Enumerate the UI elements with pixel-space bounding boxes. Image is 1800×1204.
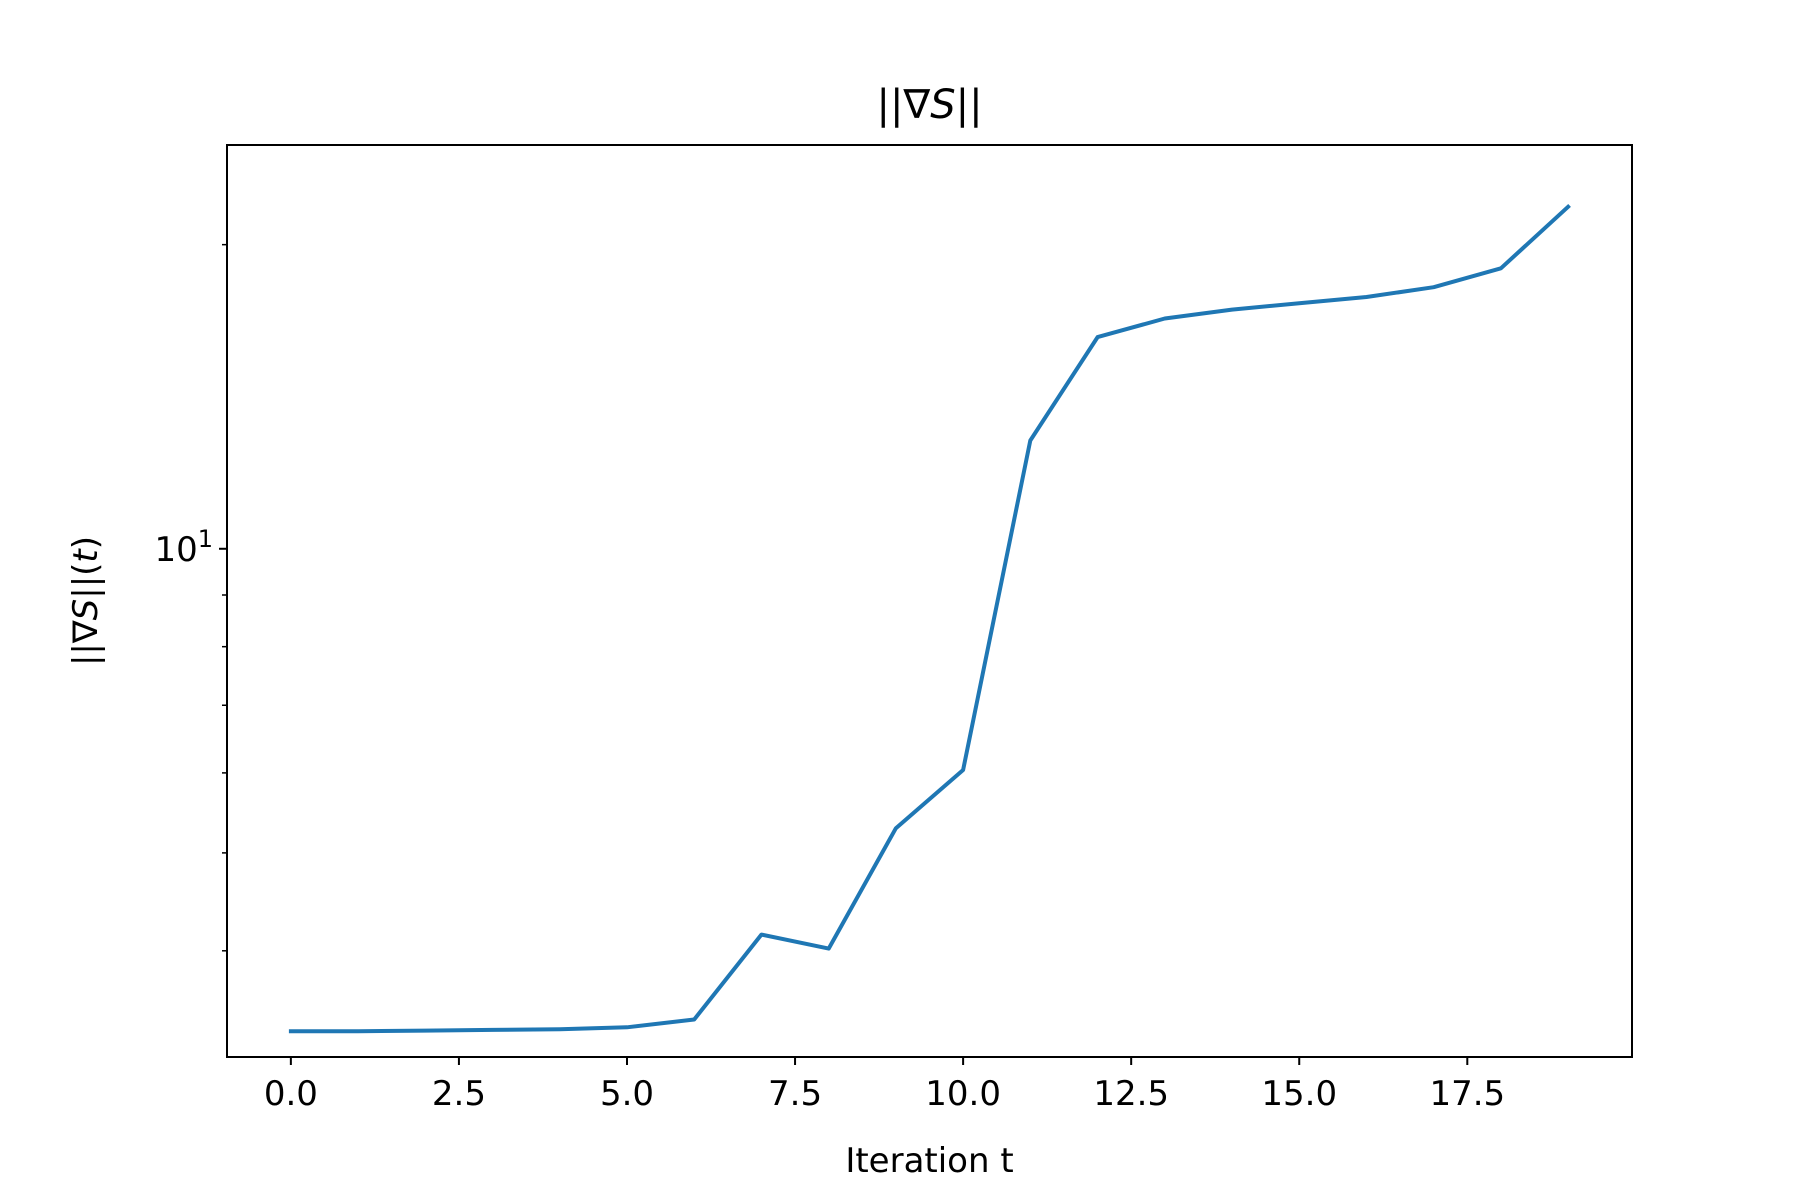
x-tick-label: 2.5 — [432, 1074, 486, 1114]
chart-title: ||∇S|| — [876, 82, 982, 128]
x-tick-label: 15.0 — [1261, 1074, 1337, 1114]
x-axis-title: Iteration t — [845, 1141, 1013, 1181]
x-tick-label: 5.0 — [600, 1074, 654, 1114]
x-tick-label: 0.0 — [264, 1074, 318, 1114]
x-tick-label: 17.5 — [1429, 1074, 1505, 1114]
x-tick-label: 7.5 — [768, 1074, 822, 1114]
x-tick-label: 10.0 — [925, 1074, 1001, 1114]
x-tick-label: 12.5 — [1093, 1074, 1169, 1114]
y-axis-title: ||∇S||(t) — [66, 536, 106, 666]
